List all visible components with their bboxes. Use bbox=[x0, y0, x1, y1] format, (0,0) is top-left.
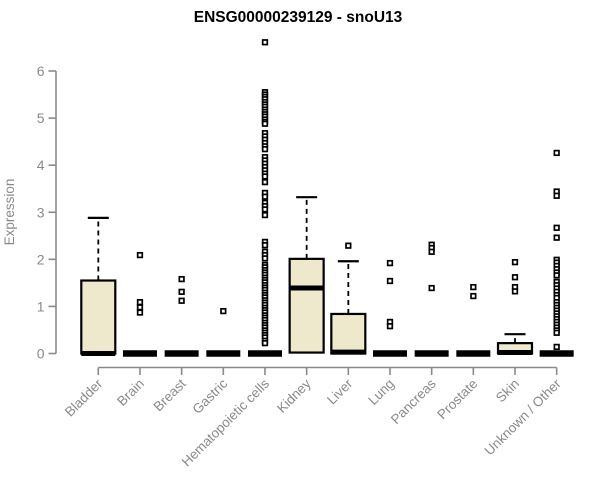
outlier-point bbox=[261, 146, 269, 153]
outlier-point bbox=[470, 292, 477, 300]
y-axis-title: Expression bbox=[2, 179, 17, 246]
outlier-point bbox=[261, 211, 269, 219]
x-tick-label: Pancreas bbox=[388, 376, 439, 427]
outlier-point bbox=[553, 329, 560, 336]
x-tick-label: Skin bbox=[493, 376, 522, 405]
chart-title: ENSG00000239129 - snoU13 bbox=[194, 9, 403, 26]
outlier-point bbox=[511, 259, 519, 266]
x-tick-label: Liver bbox=[324, 376, 356, 408]
outlier-point bbox=[553, 343, 560, 351]
outlier-point bbox=[428, 284, 435, 292]
box bbox=[330, 312, 367, 355]
y-tick-label: 2 bbox=[37, 251, 45, 267]
outlier-point bbox=[261, 255, 269, 262]
y-tick-label: 6 bbox=[37, 63, 45, 79]
outlier-point bbox=[511, 288, 519, 295]
outlier-point bbox=[386, 277, 394, 285]
x-tick-label: Bladder bbox=[62, 376, 106, 420]
outlier-point bbox=[386, 323, 394, 330]
outlier-point bbox=[553, 149, 560, 157]
outlier-point bbox=[428, 248, 435, 255]
outlier-point bbox=[470, 283, 477, 291]
outlier-point bbox=[553, 272, 560, 279]
x-tick-label: Brain bbox=[114, 376, 147, 409]
outlier-point bbox=[178, 288, 185, 295]
x-tick-label: Lung bbox=[365, 376, 397, 408]
outlier-point bbox=[178, 297, 185, 304]
y-tick-label: 5 bbox=[37, 110, 45, 126]
outlier-point bbox=[261, 206, 269, 213]
x-tick-label: Kidney bbox=[274, 376, 314, 416]
outlier-point bbox=[553, 192, 560, 199]
x-tick-label: Unknown / Other bbox=[482, 376, 565, 459]
outlier-point bbox=[553, 234, 560, 241]
outlier-point bbox=[553, 224, 560, 231]
outlier-point bbox=[178, 275, 185, 283]
outlier-point bbox=[261, 242, 269, 249]
y-tick-label: 1 bbox=[37, 298, 45, 314]
outlier-point bbox=[261, 339, 269, 347]
outlier-point bbox=[261, 178, 269, 186]
outlier-point bbox=[136, 251, 144, 259]
outlier-point bbox=[261, 39, 269, 46]
y-tick-label: 4 bbox=[37, 157, 45, 173]
outlier-point bbox=[136, 309, 144, 316]
outlier-point bbox=[386, 259, 394, 267]
x-tick-label: Prostate bbox=[434, 376, 480, 422]
outlier-point bbox=[345, 242, 352, 249]
y-tick-label: 0 bbox=[37, 346, 45, 362]
outlier-point bbox=[261, 193, 269, 200]
y-tick-label: 3 bbox=[37, 204, 45, 220]
outlier-point bbox=[261, 120, 269, 127]
outlier-point bbox=[261, 173, 269, 180]
box bbox=[80, 279, 117, 355]
outlier-point bbox=[136, 299, 144, 306]
x-tick-label: Gastric bbox=[190, 376, 231, 417]
outlier-point bbox=[511, 274, 519, 281]
outlier-point bbox=[136, 304, 144, 311]
series-layer bbox=[80, 39, 574, 357]
outlier-point bbox=[220, 307, 227, 315]
box bbox=[288, 257, 325, 354]
x-tick-label: Breast bbox=[151, 376, 189, 414]
